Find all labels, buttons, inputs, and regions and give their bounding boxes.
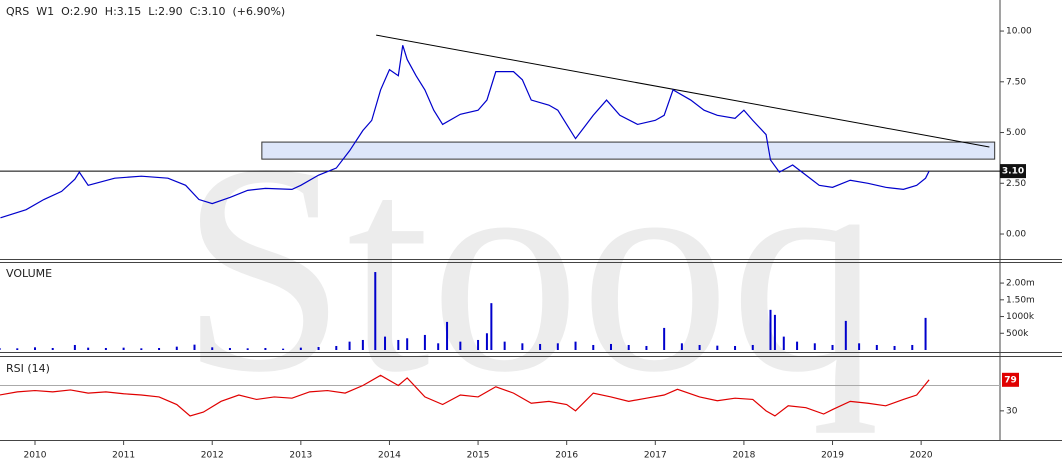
volume-bar [446, 321, 449, 350]
support-zone [261, 141, 996, 160]
volume-bar [858, 343, 861, 350]
panel-title: VOLUME [6, 267, 52, 280]
volume-bar [556, 343, 559, 350]
y-tick-label: 2.00m [1006, 279, 1035, 289]
price-badge-label: 3.10 [1002, 167, 1024, 177]
volume-bar [485, 333, 488, 350]
volume-bar [384, 336, 387, 350]
volume-bar [158, 347, 161, 350]
x-tick-label: 2019 [821, 451, 844, 461]
x-tick-label: 2018 [732, 451, 755, 461]
volume-bar [423, 334, 426, 350]
volume-bar [680, 343, 683, 350]
volume-bar [228, 347, 231, 350]
volume-bar [592, 344, 595, 350]
volume-bar [751, 344, 754, 350]
volume-bar [104, 347, 107, 350]
volume-bar [782, 336, 785, 350]
y-tick-label: 5.00 [1006, 128, 1026, 138]
volume-bar [193, 344, 196, 350]
volume-bar [51, 347, 54, 350]
volume-bar [73, 344, 76, 350]
x-tick-label: 2011 [112, 451, 135, 461]
frames [0, 0, 1062, 441]
volume-bar [122, 347, 125, 350]
volume-bar [437, 343, 440, 350]
volume-bar [282, 348, 285, 350]
y-tick-label: 1.50m [1006, 295, 1035, 305]
volume-bar [490, 303, 493, 350]
x-tick-label: 2010 [24, 451, 47, 461]
volume-bar [348, 341, 351, 350]
y-tick-label: 30 [1006, 406, 1018, 416]
volume-bar [361, 339, 364, 350]
y-tick-label: 2.50 [1006, 179, 1026, 189]
volume-bar [875, 344, 878, 350]
volume-bar [911, 344, 914, 350]
volume-bar [477, 339, 480, 350]
x-tick-label: 2014 [378, 451, 401, 461]
series-line [0, 45, 930, 219]
x-tick-label: 2013 [289, 451, 312, 461]
volume-bar [374, 272, 377, 350]
panel-title: QRS W1 O:2.90 H:3.15 L:2.90 C:3.10 (+6.9… [6, 5, 285, 18]
x-tick-label: 2015 [467, 451, 490, 461]
volume-bar [716, 345, 719, 350]
volume-bar [645, 345, 648, 350]
y-tick-label: 7.50 [1006, 77, 1026, 87]
volume-bar [335, 345, 338, 350]
volume-bar [264, 347, 267, 350]
volume-bar [796, 341, 799, 350]
volume-bar [698, 344, 701, 350]
volume-bar [317, 346, 320, 350]
volume-bar [627, 344, 630, 350]
volume-bar [459, 341, 462, 350]
volume-bar [406, 338, 409, 350]
volume-bar [609, 343, 612, 350]
panel-title: RSI (14) [6, 362, 50, 375]
volume-bar [140, 348, 143, 350]
volume-bar [893, 345, 896, 350]
y-tick-label: 0.00 [1006, 230, 1026, 240]
x-tick-label: 2016 [555, 451, 578, 461]
volume-bar [924, 317, 927, 350]
volume-bar [175, 346, 178, 350]
volume-bar [0, 347, 1, 350]
volume-bar [299, 347, 302, 350]
volume-bar [574, 341, 577, 350]
x-tick-label: 2020 [910, 451, 933, 461]
volume-bar [503, 341, 506, 350]
volume-bar [773, 314, 776, 350]
volume-bar [246, 348, 249, 350]
y-tick-label: 1000k [1006, 312, 1035, 322]
volume-bar [831, 344, 834, 350]
x-tick-label: 2017 [644, 451, 667, 461]
volume-bar [87, 347, 90, 350]
y-tick-label: 10.00 [1006, 27, 1032, 37]
volume-bar [769, 309, 772, 350]
volume-bar [663, 327, 666, 350]
volume-bar [34, 347, 37, 350]
volume-bar [734, 345, 737, 350]
volume-bar [211, 347, 214, 350]
y-tick-label: 500k [1006, 329, 1029, 339]
last-value-label: 79 [1004, 375, 1017, 385]
trendline [376, 34, 990, 148]
series-line [0, 374, 930, 417]
volume-bar [813, 343, 816, 350]
volume-bar [521, 343, 524, 350]
volume-bar [539, 343, 542, 350]
volume-bar [397, 339, 400, 350]
volume-bar [844, 320, 847, 350]
last-value-badge [1002, 372, 1019, 387]
volume-bar [16, 348, 19, 350]
price-badge [1000, 164, 1026, 179]
x-tick-label: 2012 [201, 451, 224, 461]
